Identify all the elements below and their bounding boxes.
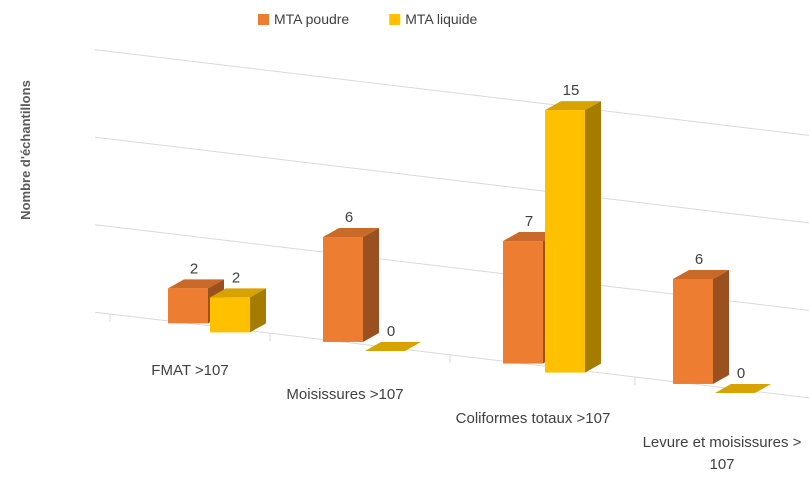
bar [545,101,601,373]
bar-front [168,288,208,324]
data-label: 7 [525,213,533,230]
x-tick-label: Moisissures >107 [286,386,404,403]
bar-side [585,101,601,373]
bar-front [210,297,250,333]
bar [365,342,421,351]
bar-top [210,288,266,298]
legend-label: MTA liquide [405,11,477,27]
legend-label: MTA poudre [274,11,349,27]
data-label: 15 [563,82,580,99]
bar [323,227,379,342]
bar-top [715,384,771,393]
legend-swatch [389,14,401,25]
grid-line [94,49,809,136]
bar-side [250,288,266,333]
grid-line [94,136,809,224]
bar-side [713,269,729,384]
data-label: 2 [190,260,198,277]
x-tick-label: FMAT >107 [151,362,229,379]
data-label: 6 [345,209,353,226]
data-label: 0 [737,365,745,382]
data-label: 2 [232,269,240,286]
y-axis-label: Nombre d'échantillons [18,80,33,220]
x-tick-label: Coliformes totaux >107 [455,410,611,427]
bar-top [323,227,379,237]
bar-front [503,241,543,364]
bar-front [545,110,585,373]
bar-top [168,279,224,289]
bar [210,288,266,333]
bar-top [545,101,601,111]
bar [715,384,771,393]
bar-front [323,236,363,342]
data-label: 6 [695,251,703,268]
legend-swatch [258,14,269,25]
bar-side [363,227,379,342]
x-tick-label: Levure et moisissures > 107 [642,434,802,473]
bar-front [673,278,713,384]
bar-top [365,342,421,351]
bar [673,269,729,384]
bar-top [673,269,729,279]
data-label: 0 [387,323,395,340]
